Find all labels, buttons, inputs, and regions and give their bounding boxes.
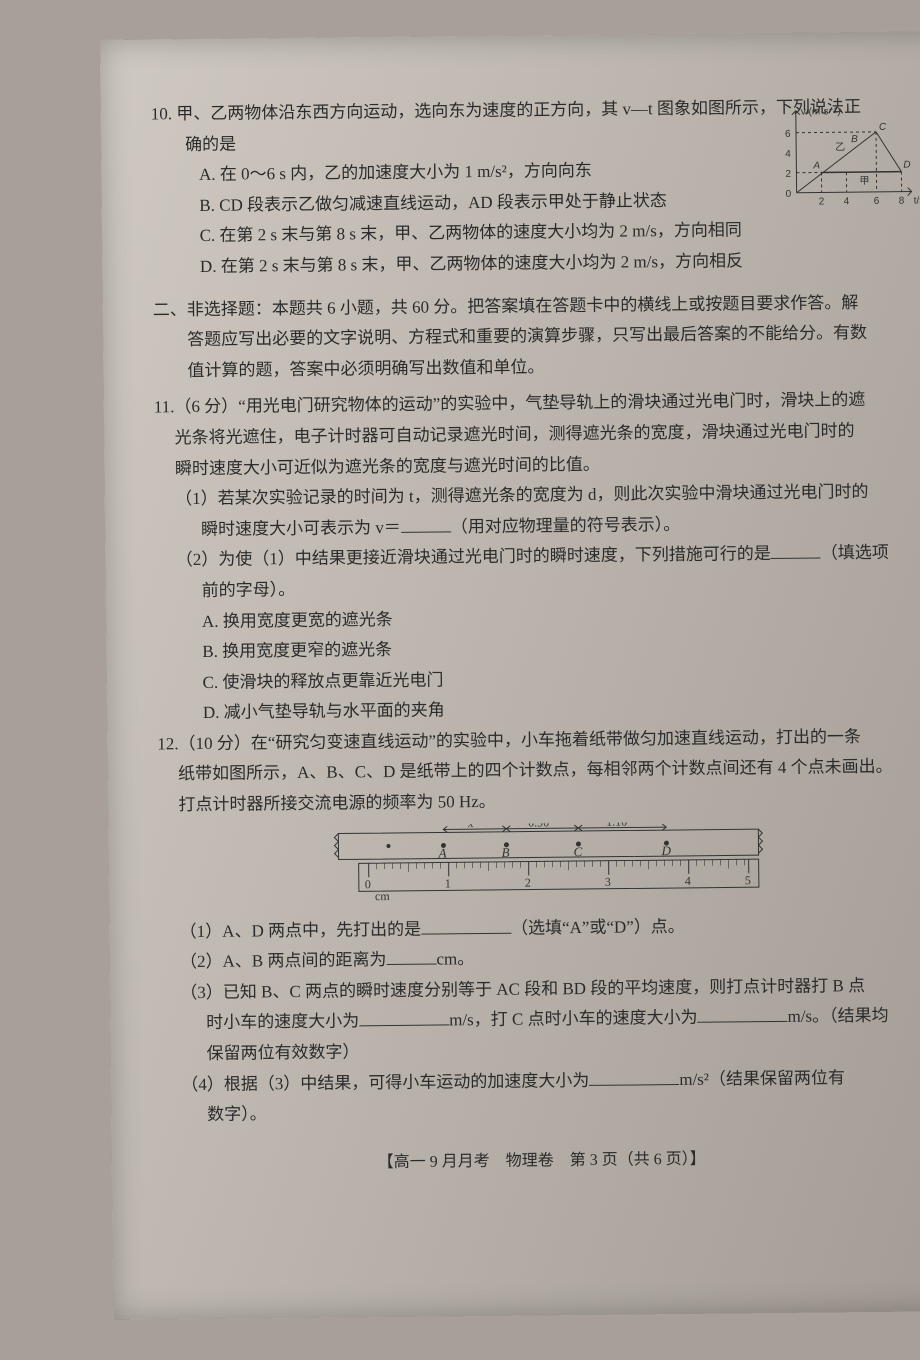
text: 时小车的速度大小为 — [206, 1012, 359, 1033]
exam-page: 确的有 大瓜 E于 以 相 10. 甲、乙两物体沿东西方向运动，选向东为速度的正… — [100, 31, 920, 1320]
blank-vc — [697, 1004, 787, 1023]
question-10: 10. 甲、乙两物体沿东西方向运动，选向东为速度的正方向，其 v—t 图象如图所… — [151, 92, 913, 284]
ruler-tick: 2 — [525, 875, 531, 889]
chart-ytick: 4 — [785, 149, 791, 160]
page-footer: 【高一 9 月月考 物理卷 第 3 页（共 6 页）】 — [162, 1143, 920, 1180]
tape-point-a: A — [438, 845, 447, 860]
chart-point-b: B — [851, 134, 858, 145]
ruler-tick: 3 — [605, 874, 611, 888]
chart-label-jia: 甲 — [859, 176, 869, 187]
chart-ytick: 0 — [786, 189, 792, 200]
blank-choice — [771, 541, 821, 560]
chart-label-yi: 乙 — [835, 141, 845, 153]
text: m/s，打 C 点时小车的速度大小为 — [449, 1008, 698, 1030]
tape-point-c: C — [574, 844, 583, 859]
chart-x-label: t/s — [914, 195, 920, 206]
chart-point-c: C — [879, 122, 887, 133]
tape-seg-bc: 0.90 — [528, 821, 549, 830]
vt-chart: v/(m·s⁻¹) 6 4 2 0 2 4 6 8 t/s A B C D 乙 … — [771, 101, 920, 213]
text: 瞬时速度大小可表示为 v＝ — [201, 518, 401, 539]
tape-point-b: B — [502, 844, 510, 859]
text: （2）为使（1）中结果更接近滑块通过光电门时的瞬时速度，下列措施可行的是 — [176, 544, 771, 569]
tape-point-d: D — [661, 843, 672, 858]
ruler-tick: 4 — [685, 874, 691, 888]
tape-seg-cd: 1.10 — [606, 821, 627, 829]
ruler-tick: 5 — [745, 873, 751, 887]
text: （选填“A”或“D”）点。 — [511, 917, 685, 938]
ruler-unit: cm — [375, 889, 390, 903]
chart-y-label: v/(m·s⁻¹) — [801, 106, 841, 117]
question-11: 11.（6 分）“用光电门研究物体的运动”的实验中，气垫导轨上的滑块通过光电门时… — [154, 385, 917, 729]
chart-xtick: 2 — [819, 196, 825, 207]
blank-ab-distance — [386, 947, 436, 966]
chart-point-a: A — [812, 160, 820, 171]
chart-ytick: 2 — [785, 169, 791, 180]
chart-xtick: 4 — [844, 196, 850, 207]
blank-vb — [359, 1008, 449, 1027]
chart-ytick: 6 — [785, 129, 791, 140]
q10-option-d: D. 在第 2 s 末与第 8 s 末，甲、乙两物体的速度大小均为 2 m/s，… — [193, 244, 912, 282]
chart-point-d: D — [903, 160, 910, 171]
blank-v-expression — [401, 514, 451, 533]
blank-accel — [589, 1067, 679, 1086]
paper-tape-figure: A B C D x — [328, 821, 769, 906]
question-12: 12.（10 分）在“研究匀变速直线运动”的实验中，小车拖着纸带做匀加速直线运动… — [157, 721, 920, 1131]
blank-first-point — [421, 915, 511, 934]
tape-seg-x: x — [467, 821, 474, 830]
text: m/s。（结果均 — [787, 1006, 888, 1026]
ruler-tick: 1 — [445, 876, 451, 890]
text: （4）根据（3）中结果，可得小车运动的加速度大小为 — [181, 1071, 589, 1094]
q12-line: 打点计时器所接交流电源的频率为 50 Hz。 — [178, 783, 918, 821]
text: cm。 — [436, 949, 474, 968]
text: （填选项 — [821, 543, 889, 563]
section-2-heading: 二、非选择题：本题共 6 小题，共 60 分。把答案填在答题卡中的横线上或按题目… — [153, 287, 914, 387]
text: （1）A、D 两点中，先打出的是 — [180, 919, 421, 941]
text: （用对应物理量的符号表示）。 — [451, 515, 681, 536]
chart-xtick: 8 — [899, 196, 905, 207]
text: m/s²（结果保留两位有 — [679, 1068, 845, 1089]
text: （2）A、B 两点间的距离为 — [180, 950, 387, 971]
chart-xtick: 6 — [874, 196, 880, 207]
ruler-tick: 0 — [365, 877, 371, 891]
